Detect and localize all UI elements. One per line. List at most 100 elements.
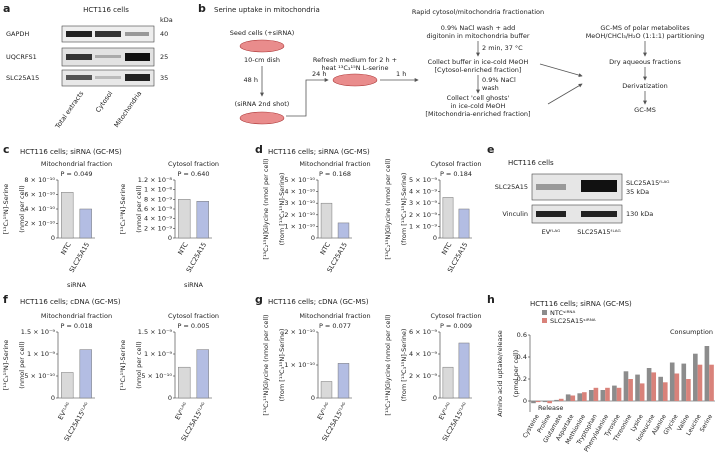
diagram-text: GC-MS of polar metabolites <box>600 24 690 32</box>
bar <box>686 379 691 401</box>
legend-swatch <box>542 318 547 323</box>
y-tick-label: 0 <box>168 234 172 242</box>
band <box>125 74 150 81</box>
y-tick-label: 0 <box>523 397 527 405</box>
y-tick-label: 1.5 × 10⁻⁹ <box>21 328 56 336</box>
bar <box>693 353 698 401</box>
bar <box>320 202 333 239</box>
panel-label: a <box>3 2 10 15</box>
bar <box>320 381 333 399</box>
diagram-text: [Cytosol-enriched fraction] <box>435 66 522 74</box>
diagram-text: wash <box>482 84 499 92</box>
blot-kda: 35 <box>160 74 168 82</box>
x-tick-label: EVᶠᴸᴬᴳ <box>437 401 453 421</box>
diagram-text: Collect buffer in ice-cold MeOH <box>428 58 529 66</box>
panel-header: HCT116 cells; cDNA (GC-MS) <box>268 298 369 306</box>
bar <box>593 387 599 401</box>
x-tick-label: NTC <box>319 241 333 257</box>
bar <box>178 366 191 399</box>
chart-title: Cytosol fraction <box>168 160 219 168</box>
diagram-text: heat ¹³C₃¹⁵N L-serine <box>321 64 388 72</box>
bar <box>662 382 668 401</box>
bar <box>535 401 541 403</box>
blot-frame <box>531 204 623 224</box>
chart-title: Mitochondrial fraction <box>41 312 112 320</box>
panel-label: b <box>198 2 206 15</box>
y-tick-label: 4 × 10⁻⁹ <box>409 350 437 358</box>
chart-title: Mitochondrial fraction <box>299 312 370 320</box>
blot-row: UQCRFS1 <box>6 53 37 61</box>
bar <box>704 346 710 401</box>
y-axis-label: [¹³C₂¹⁵N]Glycine (nmol per cell) <box>384 158 392 259</box>
bar <box>558 398 564 401</box>
band <box>66 75 92 80</box>
y-tick-label: 8 × 10⁻⁹ <box>144 195 172 203</box>
arrow <box>539 63 583 78</box>
panel-header: HCT116 cells; siRNA (GC-MS) <box>20 148 122 156</box>
bar <box>458 208 470 239</box>
bar <box>79 208 92 239</box>
blot-band: SLC25A15ᶠᴸᴬᴳ <box>626 179 669 187</box>
annotation: Release <box>538 404 563 412</box>
blot-title: HCT116 cells <box>83 6 129 14</box>
bar <box>605 387 610 401</box>
y-tick-label: 6 × 10⁻⁹ <box>409 328 437 336</box>
bar <box>674 373 680 401</box>
bar <box>79 349 92 399</box>
y-tick-label: 2 × 10⁻¹⁰ <box>24 220 55 228</box>
diagram-text: 24 h <box>312 70 326 78</box>
bar <box>709 364 714 401</box>
chart-title: Mitochondrial fraction <box>299 160 370 168</box>
dish <box>332 73 378 87</box>
bar <box>178 199 191 239</box>
bar <box>337 222 350 239</box>
blot-lane: Cytosol <box>94 90 114 114</box>
diagram-text: Dry aqueous fractions <box>609 58 681 66</box>
blot-kda: 130 kDa <box>626 210 653 218</box>
blot-kda: 25 <box>160 53 168 61</box>
y-tick-label: 2 × 10⁻⁹ <box>409 211 437 219</box>
x-tick-label: NTC <box>176 241 190 257</box>
band <box>66 54 92 60</box>
y-tick-label: 0.2 <box>517 375 527 383</box>
p-value: P = 0.077 <box>319 322 351 330</box>
y-tick-label: 5 × 10⁻⁹ <box>409 176 437 184</box>
blot-row: SLC25A15 <box>6 74 39 82</box>
y-axis-label: [¹³C₃¹⁵N]-Serine <box>2 184 10 235</box>
y-tick-label: 2 × 10⁻¹⁰ <box>284 211 315 219</box>
diagram-text: Collect 'cell ghosts' <box>447 94 510 102</box>
band <box>125 32 149 36</box>
y-tick-label: 0.4 <box>517 353 527 361</box>
y-tick-label: 3 × 10⁻¹⁰ <box>284 199 315 207</box>
y-axis-label: [¹³C₃¹⁵N]-Serine <box>2 340 10 391</box>
p-value: P = 0.009 <box>440 322 472 330</box>
y-tick-label: 2 × 10⁻⁹ <box>144 224 172 232</box>
y-tick-label: 4 × 10⁻⁹ <box>144 215 172 223</box>
band <box>66 31 92 37</box>
diagram-text: Seed cells (+siRNA) <box>230 29 295 37</box>
dish <box>239 39 285 53</box>
chart-title: Cytosol fraction <box>168 312 219 320</box>
y-axis-label: (nmol per cell) <box>135 185 143 232</box>
band <box>95 55 121 58</box>
y-tick-label: 0 <box>51 394 55 402</box>
bar <box>651 372 657 401</box>
panel-header: HCT116 cells; siRNA (GC-MS) <box>530 300 632 308</box>
band <box>536 184 566 190</box>
bar <box>337 363 350 399</box>
y-axis-label: (from [¹³C₃¹⁵N]-Serine) <box>400 329 408 402</box>
y-axis-label: (nmol per cell) <box>135 341 143 388</box>
bar <box>565 394 571 401</box>
arrow <box>547 83 583 105</box>
y-tick-label: 1 × 10⁻⁹ <box>144 350 172 358</box>
blot-unit: kDa <box>160 16 173 24</box>
bar <box>635 374 640 401</box>
y-tick-label: 0 <box>433 394 437 402</box>
bar <box>61 192 74 239</box>
blot-kda: 35 kDa <box>626 188 649 196</box>
legend-swatch <box>542 310 547 315</box>
panel-label: g <box>255 293 263 306</box>
bar <box>554 399 559 401</box>
y-tick-label: 0.6 <box>517 331 527 339</box>
